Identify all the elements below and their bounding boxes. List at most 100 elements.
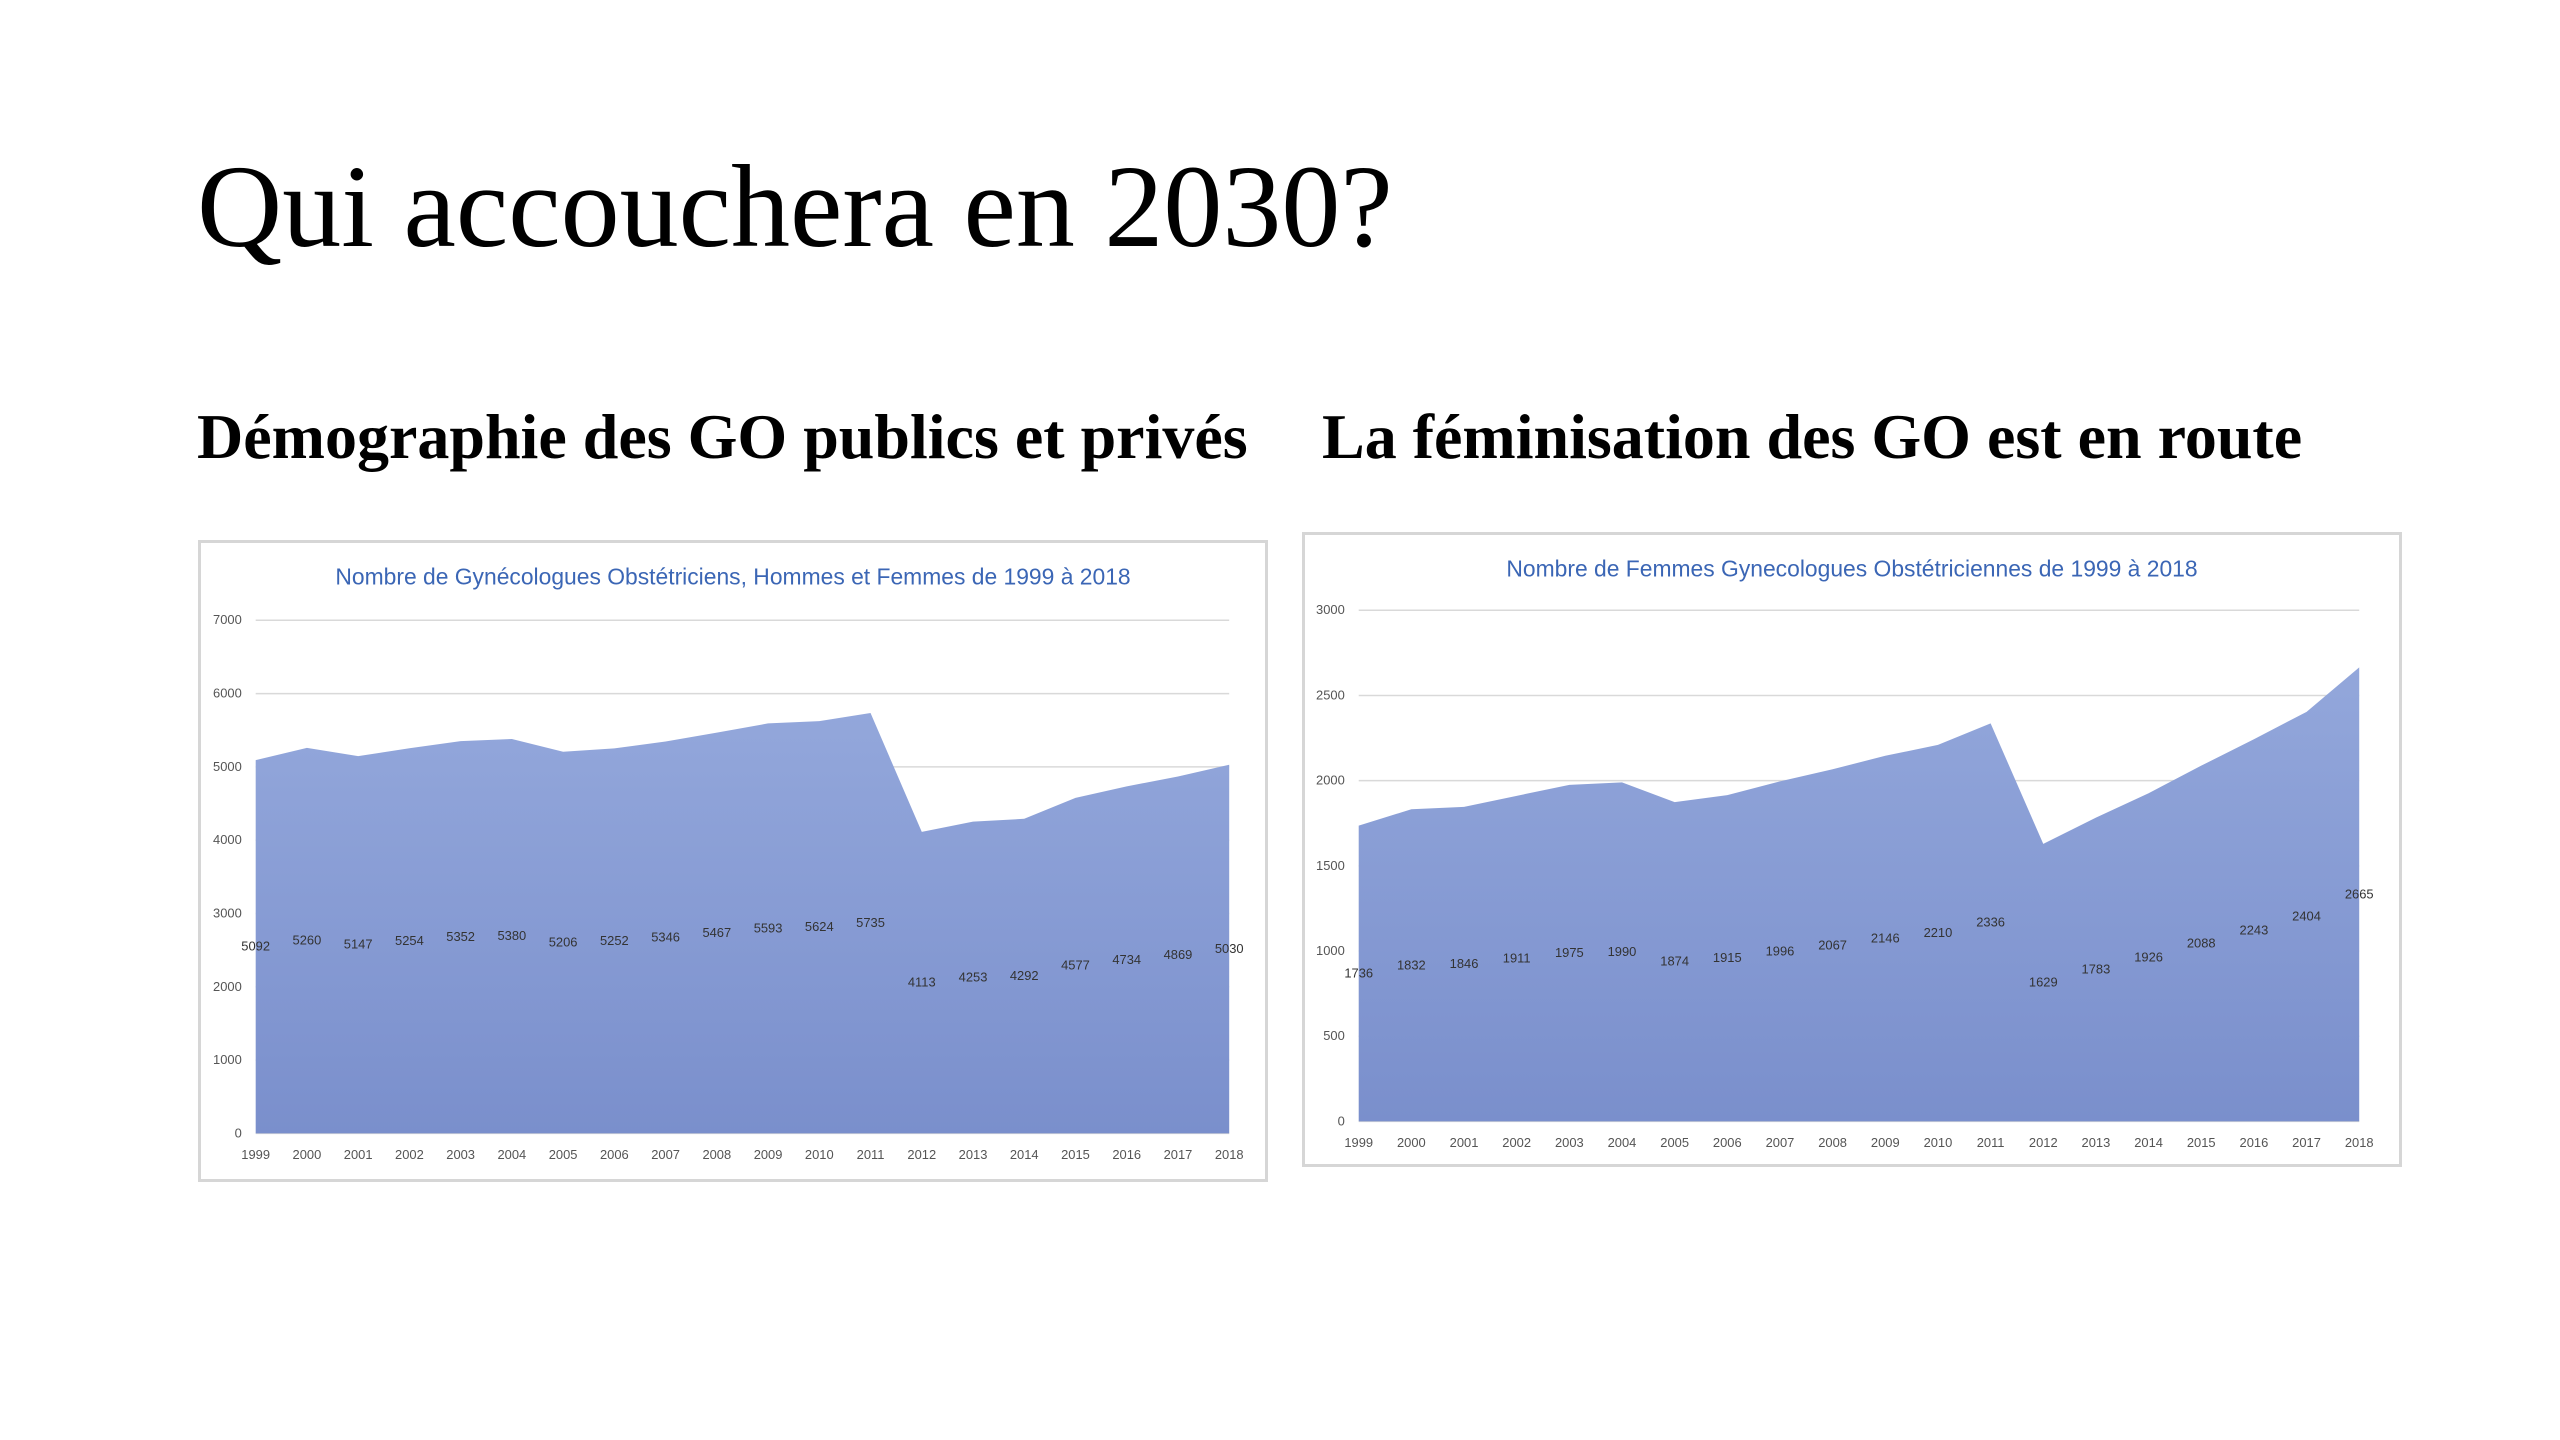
y-tick-label: 0 — [235, 1125, 242, 1140]
x-tick-label: 2016 — [2240, 1135, 2269, 1150]
x-tick-label: 2014 — [2134, 1135, 2163, 1150]
x-tick-label: 2007 — [1766, 1135, 1795, 1150]
data-label-2007: 1996 — [1766, 943, 1795, 958]
heading-left: Démographie des GO publics et privés — [197, 401, 1248, 472]
heading-right: La féminisation des GO est en route — [1322, 401, 2303, 472]
y-tick-label: 6000 — [213, 686, 242, 701]
y-tick-label: 3000 — [213, 905, 242, 920]
chart-women-go-svg: Nombre de Femmes Gynecologues Obstétrici… — [1316, 556, 2374, 1151]
data-label-2008: 5467 — [702, 925, 731, 940]
y-tick-label: 1000 — [1316, 943, 1345, 958]
chart-total-go-svg: Nombre de Gynécologues Obstétriciens, Ho… — [213, 564, 1244, 1163]
x-tick-label: 2017 — [1164, 1147, 1193, 1162]
area-series — [255, 713, 1230, 1134]
x-tick-label: 2009 — [1871, 1135, 1900, 1150]
x-tick-label: 2015 — [2187, 1135, 2216, 1150]
data-label-2003: 1975 — [1555, 945, 1584, 960]
x-tick-label: 2003 — [446, 1147, 475, 1162]
data-label-2016: 2243 — [2240, 922, 2269, 937]
data-label-2015: 4577 — [1061, 958, 1090, 973]
x-tick-label: 2008 — [702, 1147, 731, 1162]
data-label-2017: 4869 — [1164, 947, 1193, 962]
chart-total-go: Nombre de Gynécologues Obstétriciens, Ho… — [198, 540, 1268, 1182]
slide-title: Qui accouchera en 2030? — [197, 141, 1393, 272]
data-label-2000: 1832 — [1397, 957, 1426, 972]
y-tick-label: 7000 — [213, 612, 242, 627]
x-tick-label: 2018 — [2345, 1135, 2374, 1150]
data-label-2008: 2067 — [1818, 937, 1847, 952]
x-tick-label: 2004 — [498, 1147, 527, 1162]
x-tick-label: 2009 — [754, 1147, 783, 1162]
y-tick-label: 1500 — [1316, 858, 1345, 873]
y-tick-label: 500 — [1323, 1028, 1345, 1043]
x-tick-label: 2006 — [600, 1147, 629, 1162]
x-tick-label: 2004 — [1608, 1135, 1637, 1150]
data-label-2002: 1911 — [1503, 951, 1531, 966]
x-tick-label: 2012 — [907, 1147, 936, 1162]
data-label-1999: 1736 — [1344, 966, 1373, 981]
x-tick-label: 2001 — [1450, 1135, 1479, 1150]
data-label-2001: 5147 — [344, 937, 373, 952]
data-label-2010: 2210 — [1924, 925, 1953, 940]
x-tick-label: 2014 — [1010, 1147, 1039, 1162]
data-label-2016: 4734 — [1112, 952, 1141, 967]
data-label-2011: 2336 — [1976, 914, 2005, 929]
x-tick-label: 2006 — [1713, 1135, 1742, 1150]
data-label-2018: 5030 — [1215, 941, 1244, 956]
chart-title: Nombre de Femmes Gynecologues Obstétrici… — [1506, 556, 2197, 582]
data-label-2004: 5380 — [498, 928, 527, 943]
x-tick-label: 2013 — [2082, 1135, 2111, 1150]
y-tick-label: 0 — [1338, 1113, 1345, 1128]
y-tick-label: 2000 — [1316, 773, 1345, 788]
data-label-2012: 4113 — [908, 975, 936, 990]
data-label-2015: 2088 — [2187, 936, 2216, 951]
x-tick-label: 2016 — [1112, 1147, 1141, 1162]
y-tick-label: 2500 — [1316, 687, 1345, 702]
x-tick-label: 2000 — [1397, 1135, 1426, 1150]
chart-title: Nombre de Gynécologues Obstétriciens, Ho… — [335, 564, 1130, 590]
y-tick-label: 1000 — [213, 1052, 242, 1067]
data-label-2014: 4292 — [1010, 968, 1039, 983]
data-label-2013: 1783 — [2082, 962, 2111, 977]
x-tick-label: 1999 — [1344, 1135, 1373, 1150]
data-label-2006: 1915 — [1713, 950, 1742, 965]
data-label-2009: 5593 — [754, 920, 783, 935]
x-tick-label: 2002 — [395, 1147, 424, 1162]
data-label-2005: 5206 — [549, 935, 578, 950]
data-label-2010: 5624 — [805, 919, 834, 934]
data-label-2006: 5252 — [600, 933, 629, 948]
data-label-2001: 1846 — [1450, 956, 1479, 971]
x-tick-label: 2001 — [344, 1147, 373, 1162]
y-tick-label: 5000 — [213, 759, 242, 774]
data-label-1999: 5092 — [241, 939, 270, 954]
y-tick-label: 2000 — [213, 979, 242, 994]
data-label-2005: 1874 — [1660, 954, 1689, 969]
x-tick-label: 2003 — [1555, 1135, 1584, 1150]
x-tick-label: 2010 — [805, 1147, 834, 1162]
data-label-2017: 2404 — [2292, 909, 2321, 924]
chart-women-go: Nombre de Femmes Gynecologues Obstétrici… — [1302, 532, 2402, 1167]
x-tick-label: 2013 — [959, 1147, 988, 1162]
y-tick-label: 3000 — [1316, 602, 1345, 617]
area-series — [1358, 667, 2360, 1122]
x-tick-label: 2007 — [651, 1147, 680, 1162]
x-tick-label: 2000 — [293, 1147, 322, 1162]
x-tick-label: 1999 — [241, 1147, 270, 1162]
x-tick-label: 2008 — [1818, 1135, 1847, 1150]
x-tick-label: 2012 — [2029, 1135, 2058, 1150]
data-label-2007: 5346 — [651, 929, 680, 944]
data-label-2009: 2146 — [1871, 931, 1900, 946]
x-tick-label: 2005 — [549, 1147, 578, 1162]
x-tick-label: 2011 — [857, 1147, 885, 1162]
data-label-2011: 5735 — [856, 915, 885, 930]
data-label-2004: 1990 — [1608, 944, 1637, 959]
x-tick-label: 2005 — [1660, 1135, 1689, 1150]
data-label-2003: 5352 — [446, 929, 475, 944]
y-tick-label: 4000 — [213, 832, 242, 847]
x-tick-label: 2010 — [1924, 1135, 1953, 1150]
data-label-2012: 1629 — [2029, 975, 2058, 990]
x-tick-label: 2002 — [1502, 1135, 1531, 1150]
data-label-2014: 1926 — [2134, 949, 2163, 964]
x-tick-label: 2011 — [1977, 1135, 2005, 1150]
x-tick-label: 2017 — [2292, 1135, 2321, 1150]
